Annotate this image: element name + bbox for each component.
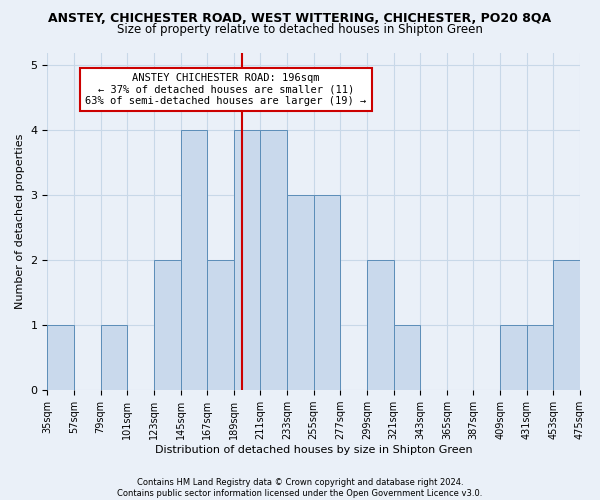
Bar [527, 326, 553, 390]
Bar [101, 326, 127, 390]
Bar [394, 326, 420, 390]
Bar [314, 196, 340, 390]
Text: Size of property relative to detached houses in Shipton Green: Size of property relative to detached ho… [117, 22, 483, 36]
Bar [553, 260, 580, 390]
Bar [500, 326, 527, 390]
Bar [181, 130, 207, 390]
Bar [154, 260, 181, 390]
Bar [234, 130, 260, 390]
X-axis label: Distribution of detached houses by size in Shipton Green: Distribution of detached houses by size … [155, 445, 473, 455]
Bar [207, 260, 234, 390]
Text: ANSTEY, CHICHESTER ROAD, WEST WITTERING, CHICHESTER, PO20 8QA: ANSTEY, CHICHESTER ROAD, WEST WITTERING,… [49, 12, 551, 26]
Bar [367, 260, 394, 390]
Bar [47, 326, 74, 390]
Bar [260, 130, 287, 390]
Text: ANSTEY CHICHESTER ROAD: 196sqm
← 37% of detached houses are smaller (11)
63% of : ANSTEY CHICHESTER ROAD: 196sqm ← 37% of … [85, 73, 367, 106]
Text: Contains HM Land Registry data © Crown copyright and database right 2024.
Contai: Contains HM Land Registry data © Crown c… [118, 478, 482, 498]
Y-axis label: Number of detached properties: Number of detached properties [15, 134, 25, 309]
Bar [287, 196, 314, 390]
